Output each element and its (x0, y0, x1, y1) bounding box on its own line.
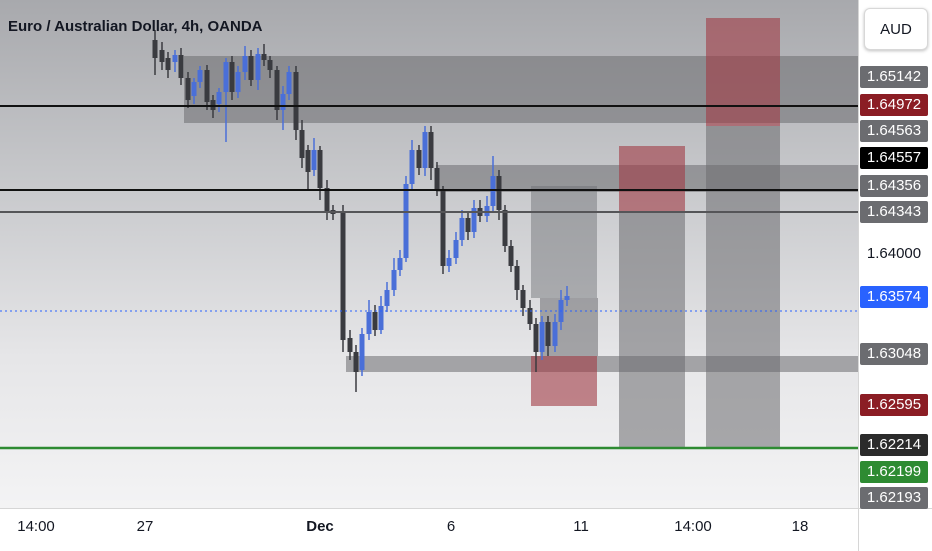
stop-loss-box-1 (531, 356, 597, 406)
candle-body (311, 150, 317, 170)
candle-body (248, 56, 254, 80)
candle-body (274, 70, 280, 110)
candle-body (539, 322, 545, 352)
candle-body (178, 55, 184, 78)
candle-body (197, 70, 203, 82)
candle-body (267, 60, 273, 70)
axis-corner (858, 508, 932, 551)
candle-body (446, 258, 452, 266)
price-label: 1.63048 (860, 343, 928, 365)
price-label: 1.64563 (860, 120, 928, 142)
candle-body (391, 270, 397, 290)
price-label: 1.64557 (860, 147, 928, 169)
price-label: 1.62199 (860, 461, 928, 483)
candle-body (440, 190, 446, 266)
candle-body (520, 290, 526, 308)
candle-body (216, 92, 222, 104)
candles-layer (152, 30, 570, 392)
time-label: 6 (446, 518, 456, 535)
price-label: 1.64356 (860, 175, 928, 197)
candle-body (434, 168, 440, 190)
candle-body (465, 218, 471, 232)
candle-body (552, 322, 558, 346)
candle-body (165, 58, 171, 70)
time-label: 14:00 (17, 518, 55, 535)
price-label: 1.62193 (860, 487, 928, 509)
candle-body (229, 62, 235, 92)
candle-body (223, 62, 229, 92)
candle-body (152, 40, 158, 58)
candle-body (372, 312, 378, 330)
price-label: 1.64972 (860, 94, 928, 116)
time-label: 18 (791, 518, 809, 535)
price-label: 1.62595 (860, 394, 928, 416)
time-label: 27 (136, 518, 154, 535)
candle-body (545, 322, 551, 346)
candle-body (496, 176, 502, 210)
candle-body (422, 132, 428, 168)
candle-body (378, 306, 384, 330)
candle-body (293, 72, 299, 130)
candle-body (340, 212, 346, 340)
candle-body (409, 150, 415, 184)
candle-body (353, 352, 359, 372)
chart-area[interactable] (0, 0, 858, 508)
candle-body (159, 50, 165, 62)
lines-layer (0, 105, 858, 450)
candle-body (508, 246, 514, 266)
zones-layer (184, 18, 858, 448)
candle-body (235, 72, 241, 92)
candle-body (317, 150, 323, 188)
candle-body (384, 290, 390, 306)
position-box-target (531, 186, 597, 298)
price-label: 1.64000 (866, 245, 922, 262)
stop-loss-box-3 (706, 18, 780, 126)
candle-body (453, 240, 459, 258)
candle-body (359, 334, 365, 370)
candle-body (305, 150, 311, 172)
candle-body (191, 82, 197, 96)
price-label: 1.65142 (860, 66, 928, 88)
candle-body (428, 132, 434, 168)
candle-body (299, 130, 305, 158)
candle-body (185, 78, 191, 100)
candle-body (403, 184, 409, 258)
time-label: 14:00 (674, 518, 712, 535)
price-label: 1.63574 (860, 286, 928, 308)
currency-button[interactable]: AUD (864, 8, 928, 50)
candle-body (533, 324, 539, 352)
candle-body (280, 94, 286, 110)
candle-body (502, 210, 508, 246)
candle-body (471, 208, 477, 232)
time-axis[interactable] (0, 508, 858, 551)
target-box-3 (706, 126, 780, 448)
candle-body (347, 338, 353, 352)
candle-body (242, 56, 248, 72)
candle-body (261, 54, 267, 60)
price-label: 1.62214 (860, 434, 928, 456)
time-label: 11 (573, 518, 589, 535)
symbol-title: Euro / Australian Dollar, 4h, OANDA (8, 18, 263, 35)
candle-body (324, 188, 330, 212)
stop-loss-box-2 (619, 146, 685, 211)
candle-body (366, 312, 372, 334)
candle-body (416, 150, 422, 168)
candle-body (459, 218, 465, 240)
candle-body (172, 55, 178, 62)
candle-body (286, 72, 292, 94)
candle-body (527, 308, 533, 324)
price-label: 1.64343 (860, 201, 928, 223)
target-box-2 (619, 211, 685, 448)
candle-body (514, 266, 520, 290)
demand-zone (346, 356, 858, 372)
candle-body (255, 54, 261, 80)
candle-body (397, 258, 403, 270)
time-label: Dec (306, 518, 334, 535)
candle-body (564, 296, 570, 300)
candle-body (204, 70, 210, 102)
